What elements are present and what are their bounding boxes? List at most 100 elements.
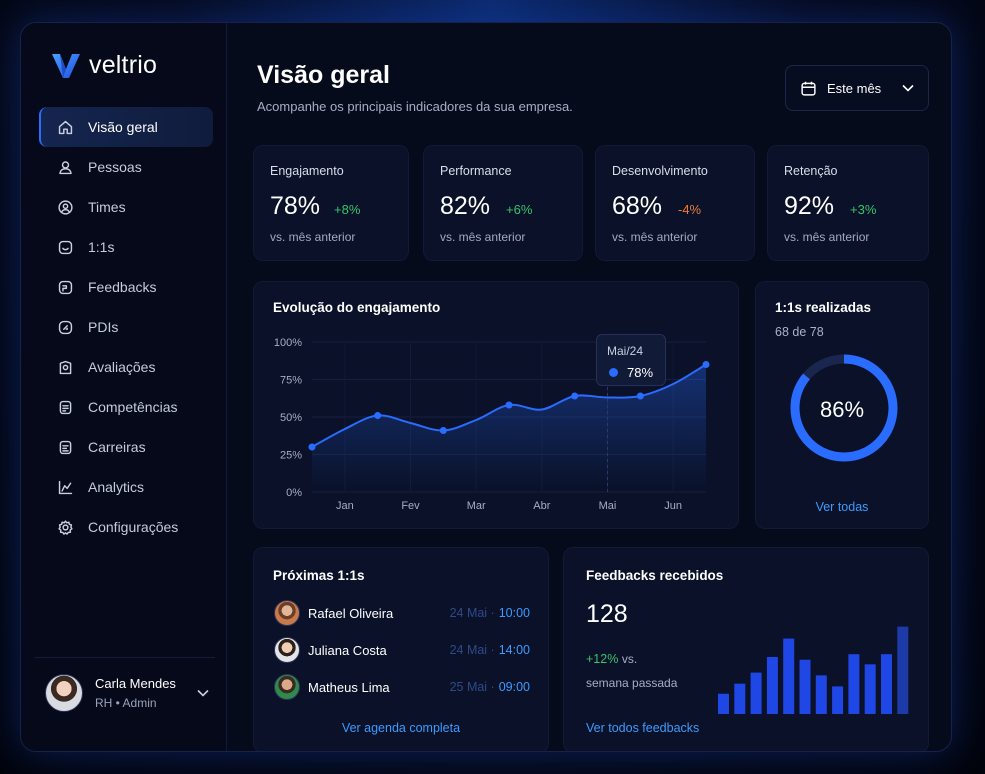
- page-subtitle: Acompanhe os principais indicadores da s…: [257, 99, 573, 114]
- feedback-bar: [799, 659, 811, 714]
- kpi-title: Retenção: [784, 164, 838, 178]
- ones-donut: [790, 354, 898, 462]
- feedbacks-delta-label: semana passada: [586, 676, 678, 690]
- feedbacks-count: 128: [586, 600, 628, 628]
- ones-title: 1:1s realizadas: [775, 300, 872, 315]
- sidebar-item-label: Analytics: [88, 479, 145, 495]
- data-point: [702, 361, 710, 368]
- y-tick-label: 50%: [280, 412, 302, 424]
- kpi-delta: +8%: [334, 202, 361, 217]
- sidebar-item-carreiras[interactable]: Carreiras: [39, 427, 213, 467]
- x-tick-label: Fev: [401, 500, 420, 512]
- sidebar-item-competencias[interactable]: Competências: [39, 387, 213, 427]
- career-icon: [59, 440, 72, 454]
- feedback-bar: [897, 626, 909, 714]
- user-role: RH • Admin: [95, 695, 157, 710]
- meeting-name: Juliana Costa: [308, 642, 387, 658]
- x-tick-label: Jan: [336, 500, 354, 512]
- sidebar-item-label: Pessoas: [88, 159, 142, 175]
- ver-todos-feedbacks-link[interactable]: Ver todos feedbacks: [586, 721, 700, 735]
- kpi-card-desenvolvimento[interactable]: Desenvolvimento 68% -4% vs. mês anterior: [595, 145, 755, 261]
- sidebar-item-analytics[interactable]: Analytics: [39, 467, 213, 507]
- page-title: Visão geral: [257, 61, 390, 89]
- feedback-bar: [750, 672, 762, 714]
- avatar: [45, 673, 83, 712]
- upcoming-card: Próximas 1:1s Rafael Oliveira 24 Mai · 1…: [253, 547, 549, 751]
- feedback-bar: [881, 654, 892, 714]
- kpi-title: Performance: [440, 164, 512, 178]
- feedback-bar: [848, 654, 860, 714]
- badge-icon: [59, 360, 72, 374]
- kpi-card-performance[interactable]: Performance 82% +6% vs. mês anterior: [423, 145, 583, 261]
- meeting-date: 25 Mai ·: [449, 680, 495, 694]
- avatar: [274, 600, 300, 626]
- user-icon: [59, 160, 72, 174]
- kpi-card-retencao[interactable]: Retenção 92% +3% vs. mês anterior: [767, 145, 929, 261]
- user-name: Carla Mendes: [95, 675, 176, 691]
- chevron-down-icon[interactable]: [197, 689, 209, 697]
- y-tick-label: 75%: [280, 375, 302, 387]
- feedbacks-bar-chart: [718, 626, 909, 714]
- sidebar-item-label: PDIs: [88, 319, 119, 335]
- feedbacks-delta-suffix: vs.: [621, 652, 638, 666]
- sidebar-item-visao-geral[interactable]: Visão geral: [39, 107, 213, 147]
- y-tick-label: 0%: [286, 487, 302, 499]
- sidebar-item-configuracoes[interactable]: Configurações: [39, 507, 213, 547]
- x-tick-label: Mai: [599, 500, 617, 512]
- period-select[interactable]: Este mês: [785, 65, 929, 111]
- ver-agenda-link[interactable]: Ver agenda completa: [341, 721, 461, 735]
- sidebar-item-avaliacoes[interactable]: Avaliações: [39, 347, 213, 387]
- sidebar-item-label: Competências: [88, 399, 178, 415]
- sidebar-item-pdis[interactable]: PDIs: [39, 307, 213, 347]
- meeting-date: 24 Mai ·: [449, 643, 495, 657]
- calendar-icon: [801, 81, 816, 96]
- sidebar-item-label: Configurações: [88, 519, 179, 535]
- donut-progress: [790, 354, 898, 462]
- avatar: [274, 674, 300, 700]
- feedback-bar: [734, 683, 746, 714]
- veltrio-logo-icon: [52, 53, 80, 78]
- feedback-bar: [766, 656, 778, 714]
- home-icon: [58, 120, 73, 134]
- kpi-footnote: vs. mês anterior: [270, 230, 356, 244]
- tooltip-label: Mai/24: [607, 344, 644, 358]
- sidebar-item-label: Avaliações: [88, 359, 156, 375]
- kpi-footnote: vs. mês anterior: [784, 230, 870, 244]
- sidebar-item-label: 1:1s: [88, 239, 115, 255]
- sidebar-item-times[interactable]: Times: [39, 187, 213, 227]
- sidebar-item-feedbacks[interactable]: Feedbacks: [39, 267, 213, 307]
- period-label: Este mês: [827, 80, 882, 96]
- user-profile[interactable]: Carla Mendes RH • Admin: [35, 657, 215, 727]
- data-point: [308, 443, 316, 451]
- meeting-name: Rafael Oliveira: [308, 605, 394, 621]
- kpi-card-engajamento[interactable]: Engajamento 78% +8% vs. mês anterior: [253, 145, 409, 261]
- team-icon: [58, 199, 73, 215]
- brand-logo[interactable]: veltrio: [51, 51, 157, 80]
- data-point: [439, 427, 447, 434]
- kpi-footnote: vs. mês anterior: [440, 230, 526, 244]
- feedback-bar: [718, 693, 729, 714]
- sidebar-item-label: Visão geral: [88, 119, 158, 135]
- sidebar-item-pessoas[interactable]: Pessoas: [39, 147, 213, 187]
- meeting-row[interactable]: Juliana Costa 24 Mai · 14:00: [274, 635, 530, 665]
- ver-todas-link[interactable]: Ver todas: [815, 500, 869, 514]
- sidebar-item-label: Feedbacks: [88, 279, 157, 295]
- document-icon: [59, 400, 72, 414]
- engagement-line-chart[interactable]: 0% 25% 50% 75% 100% Jan Fev Mar Abr Mai Jun: [254, 282, 740, 530]
- chart-title: Evolução do engajamento: [273, 300, 441, 315]
- y-tick-label: 25%: [280, 450, 302, 462]
- feedback-bar: [864, 664, 876, 714]
- data-point: [571, 392, 579, 400]
- x-tick-label: Mar: [467, 500, 486, 512]
- meeting-row[interactable]: Matheus Lima 25 Mai · 09:00: [274, 672, 530, 702]
- meeting-row[interactable]: Rafael Oliveira 24 Mai · 10:00: [274, 598, 530, 628]
- user-info: Carla Mendes RH • Admin: [95, 676, 176, 710]
- ones-card: 1:1s realizadas 68 de 78 86% Ver todas: [755, 281, 929, 529]
- sidebar-item-1-1s[interactable]: 1:1s: [39, 227, 213, 267]
- app-window: veltrio Visão geral Pessoas Times 1:1s F…: [20, 22, 952, 752]
- ones-percent: 86%: [819, 397, 865, 422]
- ones-subtitle: 68 de 78: [775, 325, 824, 339]
- kpi-delta: -4%: [678, 202, 702, 217]
- brand-name: veltrio: [89, 51, 158, 79]
- x-tick-label: Jun: [664, 500, 682, 512]
